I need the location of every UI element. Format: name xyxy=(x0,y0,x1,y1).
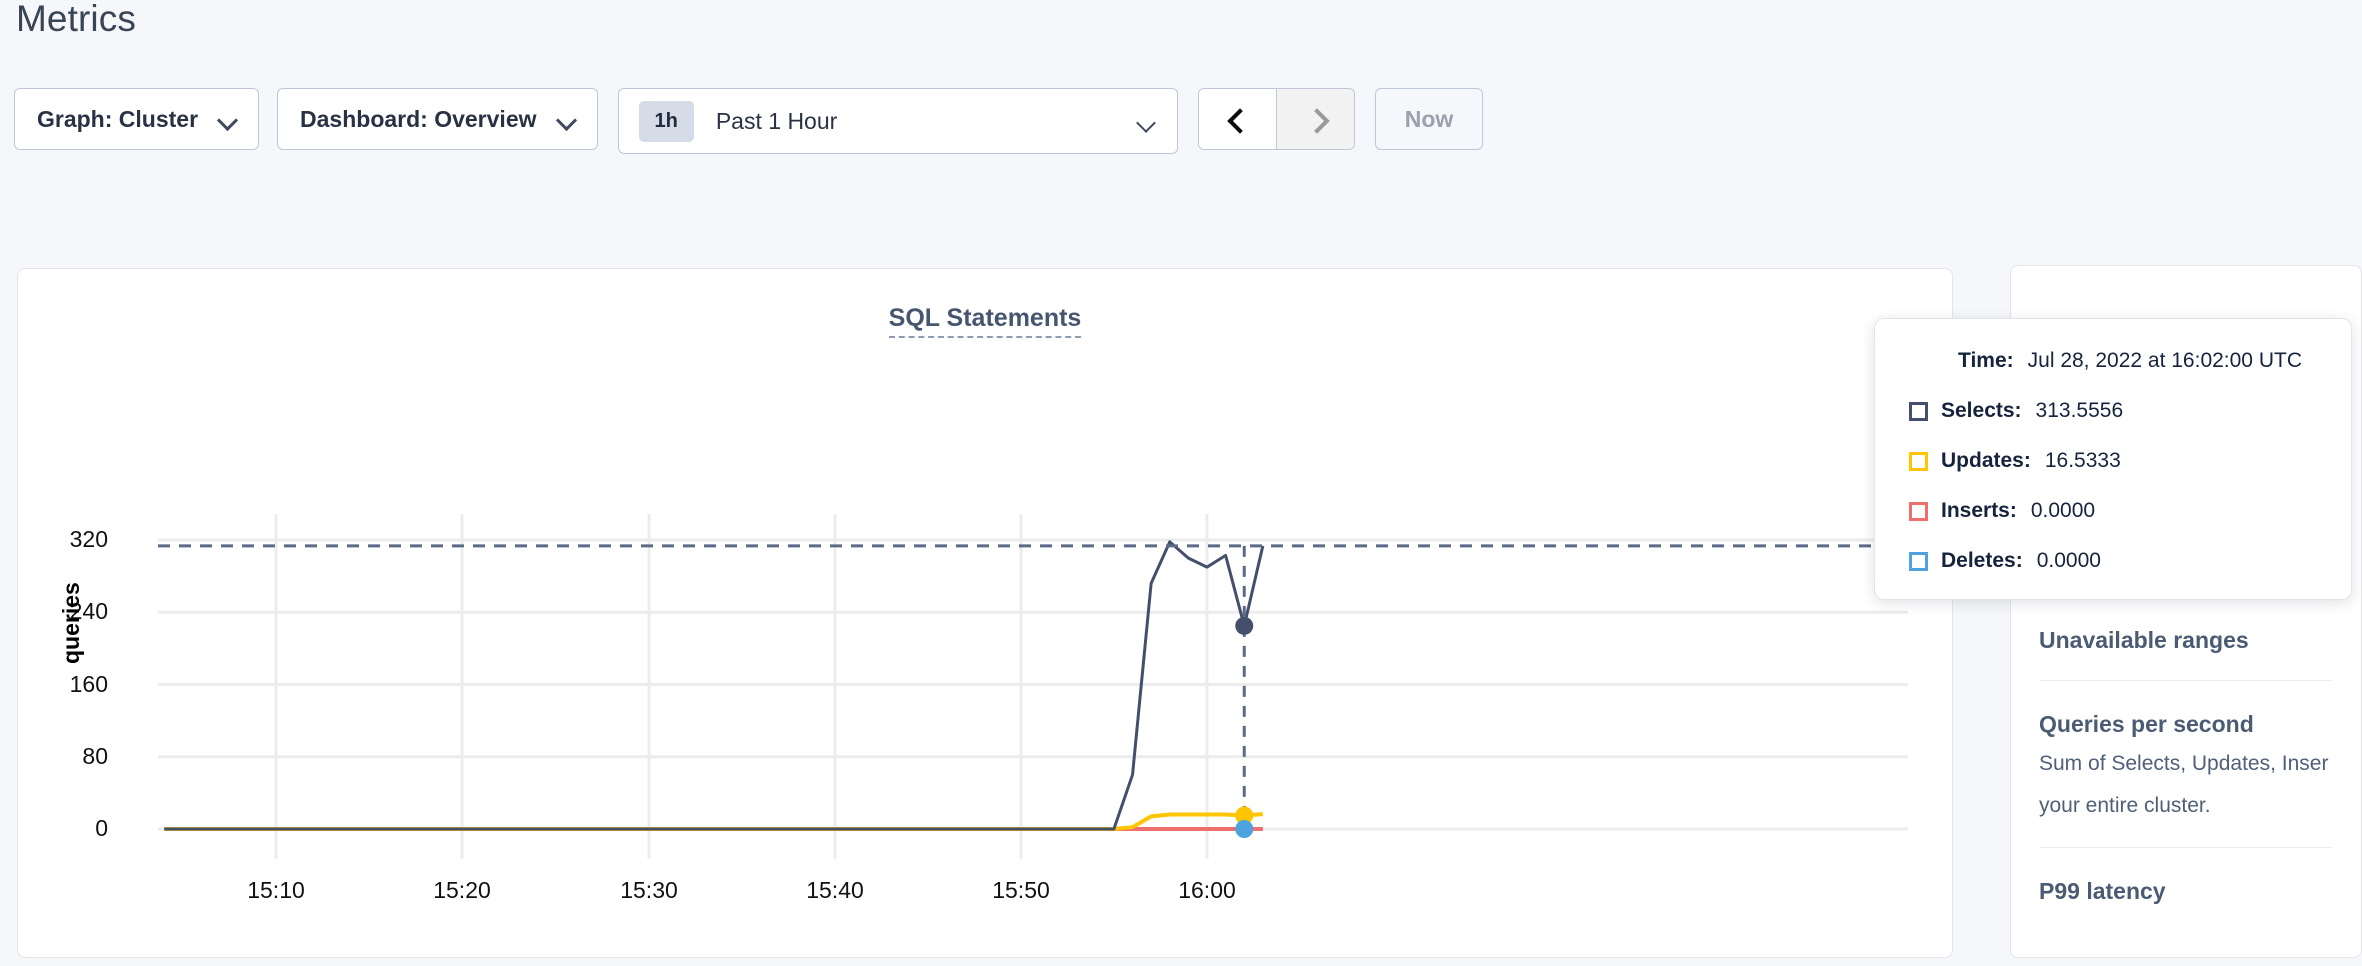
side-body-line-2: your entire cluster. xyxy=(2039,793,2211,817)
graph-select-button[interactable]: Graph: Cluster xyxy=(14,88,260,150)
chevron-down-icon xyxy=(218,110,236,128)
tooltip-series-value: 0.0000 xyxy=(2030,499,2096,522)
tooltip-series-label: Inserts: xyxy=(1941,499,2017,522)
chart-hover-point-updates xyxy=(1235,806,1254,825)
chart-title: SQL Statements xyxy=(18,304,1952,338)
chevron-left-icon xyxy=(1228,110,1246,128)
x-axis-tick-label: 15:20 xyxy=(433,877,491,903)
x-axis-tick-label: 15:40 xyxy=(806,877,864,903)
tooltip-series-label: Selects: xyxy=(1941,399,2022,422)
side-section-unavailable-ranges: Unavailable ranges xyxy=(2039,596,2333,680)
tooltip-series-label: Updates: xyxy=(1941,449,2031,472)
tooltip-series-value: 0.0000 xyxy=(2036,549,2101,572)
chart-hover-point-deletes xyxy=(1235,820,1254,838)
dashboard-select-button[interactable]: Dashboard: Overview xyxy=(277,88,598,150)
y-axis-tick-label: 320 xyxy=(69,526,108,553)
chart-title-text: SQL Statements xyxy=(888,304,1082,338)
sql-statements-chart-card: SQL Statements 0 80 160 240 320 15:10 15:20 15:… xyxy=(17,268,1953,958)
tooltip-time-key: Time: xyxy=(1958,349,2014,372)
series-color-swatch xyxy=(1909,451,1928,471)
side-heading: Unavailable ranges xyxy=(2039,627,2249,653)
y-axis-tick-label: 0 xyxy=(95,815,108,841)
chart-plot-area[interactable]: 0 80 160 240 320 15:10 15:20 15:30 15:40 15:50 16:… xyxy=(18,269,1954,959)
tooltip-time-value: Jul 28, 2022 at 16:02:00 UTC xyxy=(2027,349,2302,372)
tooltip-series-value: 313.5556 xyxy=(2035,399,2124,422)
chevron-down-icon xyxy=(1137,113,1155,131)
time-range-label: Past 1 Hour xyxy=(715,107,838,134)
chart-hover-tooltip: Time: Jul 28, 2022 at 16:02:00 UTC Selec… xyxy=(1874,318,2352,600)
tooltip-row: Updates: 16.5333 xyxy=(1909,449,2317,473)
x-axis-tick-label: 16:00 xyxy=(1178,877,1236,903)
nav-divider xyxy=(1275,89,1277,149)
dashboard-select-label: Dashboard: Overview xyxy=(300,105,537,132)
chart-series-line-updates xyxy=(164,812,1264,831)
page-title: Metrics xyxy=(16,0,136,39)
tooltip-series-value: 16.5333 xyxy=(2044,449,2121,472)
x-axis-tick-label: 15:30 xyxy=(620,877,678,903)
y-axis-tick-label: 240 xyxy=(69,598,108,625)
y-axis-label: queries xyxy=(58,582,84,664)
tooltip-row: Inserts: 0.0000 xyxy=(1909,499,2317,523)
tooltip-series-label: Deletes: xyxy=(1941,549,2023,572)
x-axis-tick-label: 15:10 xyxy=(247,877,305,903)
tooltip-row: Selects: 313.5556 xyxy=(1909,399,2317,423)
now-button[interactable]: Now xyxy=(1375,88,1483,150)
y-axis-tick-label: 160 xyxy=(69,670,108,697)
series-color-swatch xyxy=(1909,501,1928,521)
tooltip-series-rows: Selects: 313.5556 Updates: 16.5333 Inserts: 0… xyxy=(1909,399,2317,573)
time-nav-group xyxy=(1197,88,1355,150)
series-color-swatch xyxy=(1909,401,1928,421)
series-color-swatch xyxy=(1909,551,1928,571)
toolbar: Graph: Cluster Dashboard: Overview 1h Pa… xyxy=(14,88,1483,154)
tooltip-time-row: Time: Jul 28, 2022 at 16:02:00 UTC xyxy=(1909,349,2317,373)
side-heading: Queries per second xyxy=(2039,711,2254,737)
side-heading: P99 latency xyxy=(2039,878,2166,904)
chart-svg xyxy=(158,514,1908,859)
side-section-p99-latency: P99 latency xyxy=(2039,847,2333,931)
chart-hover-point-selects xyxy=(1235,616,1254,635)
x-axis-tick-label: 15:50 xyxy=(992,877,1050,903)
time-range-picker[interactable]: 1h Past 1 Hour xyxy=(617,88,1178,154)
chevron-down-icon xyxy=(557,110,575,128)
chart-series-line-selects xyxy=(164,540,1265,831)
side-section-queries-per-second: Queries per second Sum of Selects, Updat… xyxy=(2039,680,2333,847)
side-body-line-1: Sum of Selects, Updates, Inser xyxy=(2039,752,2329,775)
time-prev-button[interactable] xyxy=(1198,89,1276,149)
graph-select-label: Graph: Cluster xyxy=(37,105,199,132)
y-axis-tick-label: 80 xyxy=(82,742,108,769)
time-range-badge: 1h xyxy=(638,100,694,142)
chevron-right-icon xyxy=(1307,110,1325,128)
tooltip-row: Deletes: 0.0000 xyxy=(1909,549,2317,573)
time-next-button[interactable] xyxy=(1277,89,1354,149)
